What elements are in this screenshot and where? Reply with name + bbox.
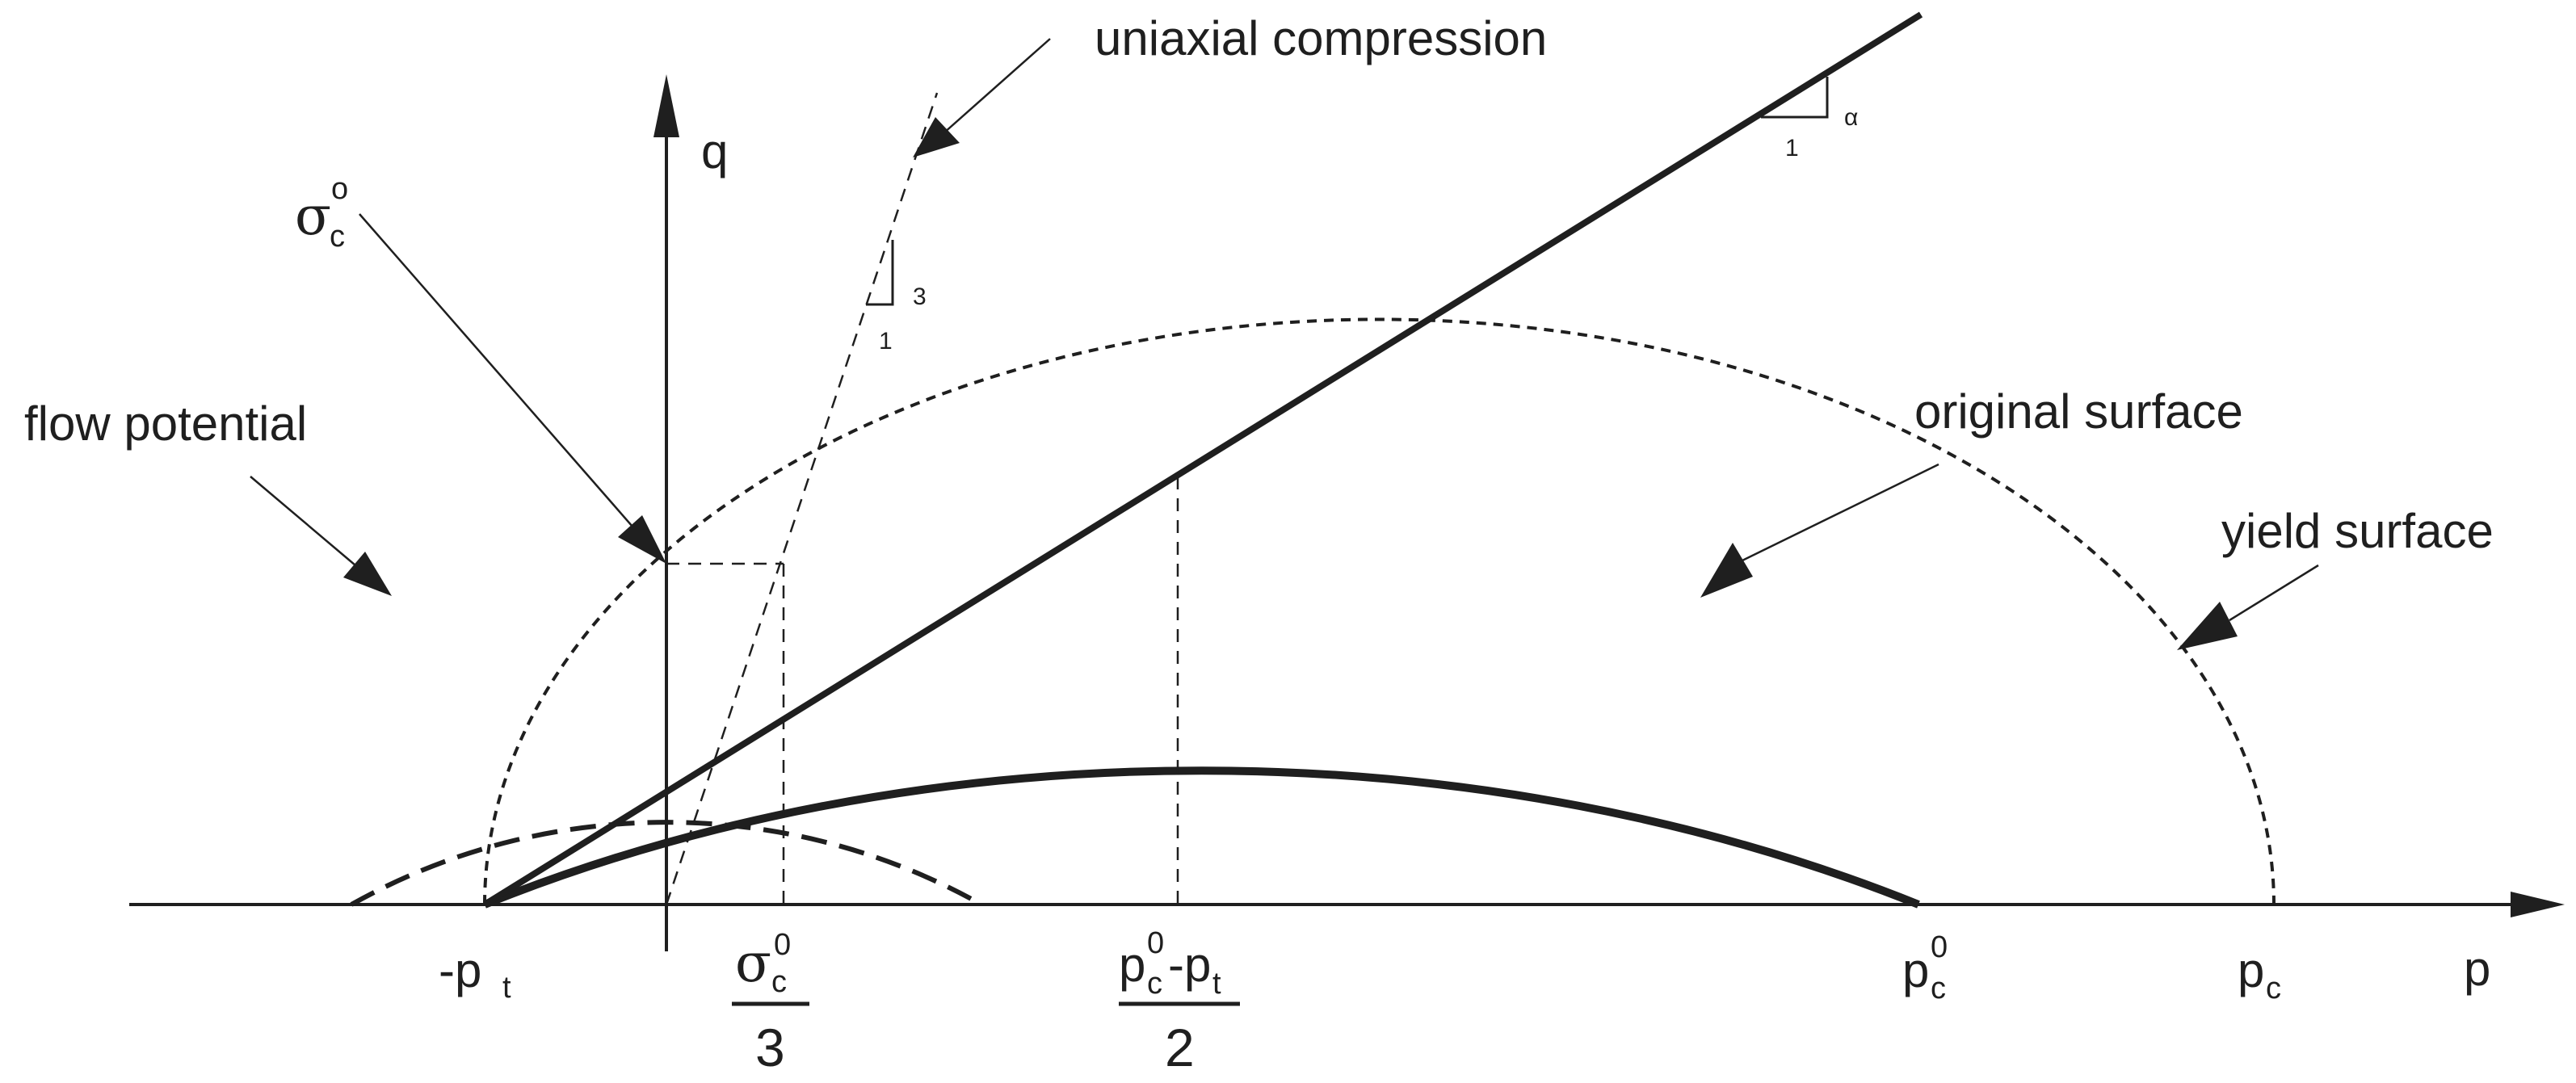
tick-half-a-sup: 0 (1147, 926, 1164, 960)
q-axis-arrow-icon (653, 74, 679, 137)
tick-pc0-base: p (1902, 943, 1929, 997)
tick-half-b-sub: t (1212, 967, 1221, 1001)
q-axis (653, 74, 679, 951)
p-axis-arrow-icon (2511, 892, 2565, 917)
tick-pc-base: p (2238, 943, 2264, 997)
p-axis (129, 892, 2565, 917)
tick-half: p c 0 -p t 2 (1119, 926, 1240, 1077)
tick-pc: p c (2238, 943, 2281, 1005)
tick-minus-pt-sub: t (502, 971, 511, 1005)
tick-sigma-num-sub: c (771, 965, 787, 999)
p-axis-label: p (2464, 942, 2490, 996)
flow-potential-label: flow potential (24, 397, 307, 451)
flow-potential-curve (350, 820, 983, 907)
leader-uniaxial-compression (913, 38, 1051, 157)
sigma-c0-label: σ c o (295, 172, 348, 254)
arrow-icon (1700, 543, 1753, 598)
sigma-symbol: σ (295, 185, 331, 247)
arrow-icon (618, 515, 666, 564)
original-surface-curve (483, 766, 1920, 909)
tick-half-a-base: p (1119, 938, 1145, 992)
tick-pc0-sup: 0 (1931, 930, 1948, 964)
arrow-icon (2177, 602, 2238, 650)
leader-flow-potential (250, 476, 392, 596)
sigma-superscript: o (331, 172, 348, 206)
uniaxial-rise-label: 3 (913, 283, 927, 310)
leader-original-surface (1700, 463, 1939, 598)
friction-line (482, 11, 1923, 908)
tick-pc-sub: c (2266, 972, 2281, 1005)
uniaxial-run-label: 1 (879, 328, 893, 355)
sigma-subscript: c (330, 220, 345, 254)
arrow-icon (343, 552, 392, 596)
original-surface-label: original surface (1914, 384, 2243, 439)
uniaxial-slope-triangle: 1 3 (866, 240, 927, 355)
tick-sigma-num: σ (735, 932, 771, 994)
uniaxial-compression-label: uniaxial compression (1095, 11, 1547, 65)
tick-pc0-sub: c (1931, 972, 1946, 1005)
tick-pc0: p c 0 (1902, 930, 1948, 1005)
tick-half-minus: -p (1168, 938, 1211, 992)
q-axis-label: q (701, 124, 728, 178)
tick-sigma-num-sup: 0 (774, 928, 791, 962)
alpha-symbol: α (1844, 104, 1858, 131)
tick-minus-pt: -p t (439, 943, 511, 1005)
yield-surface-label: yield surface (2221, 504, 2494, 558)
uniaxial-compression-line (665, 92, 939, 905)
yield-surface-curve (483, 317, 2276, 905)
tick-half-den: 2 (1165, 1018, 1195, 1077)
alpha-run-label: 1 (1785, 135, 1799, 162)
tick-half-a-sub: c (1147, 967, 1162, 1001)
tick-sigma-den: 3 (755, 1018, 785, 1077)
alpha-slope-triangle: 1 α (1761, 77, 1858, 162)
arrow-icon (913, 117, 960, 157)
tick-sigma-over-3: σ c 0 3 (732, 928, 809, 1077)
leader-yield-surface (2177, 564, 2319, 650)
tick-minus-pt-base: -p (439, 943, 481, 997)
leader-sigma-c0 (359, 213, 666, 564)
